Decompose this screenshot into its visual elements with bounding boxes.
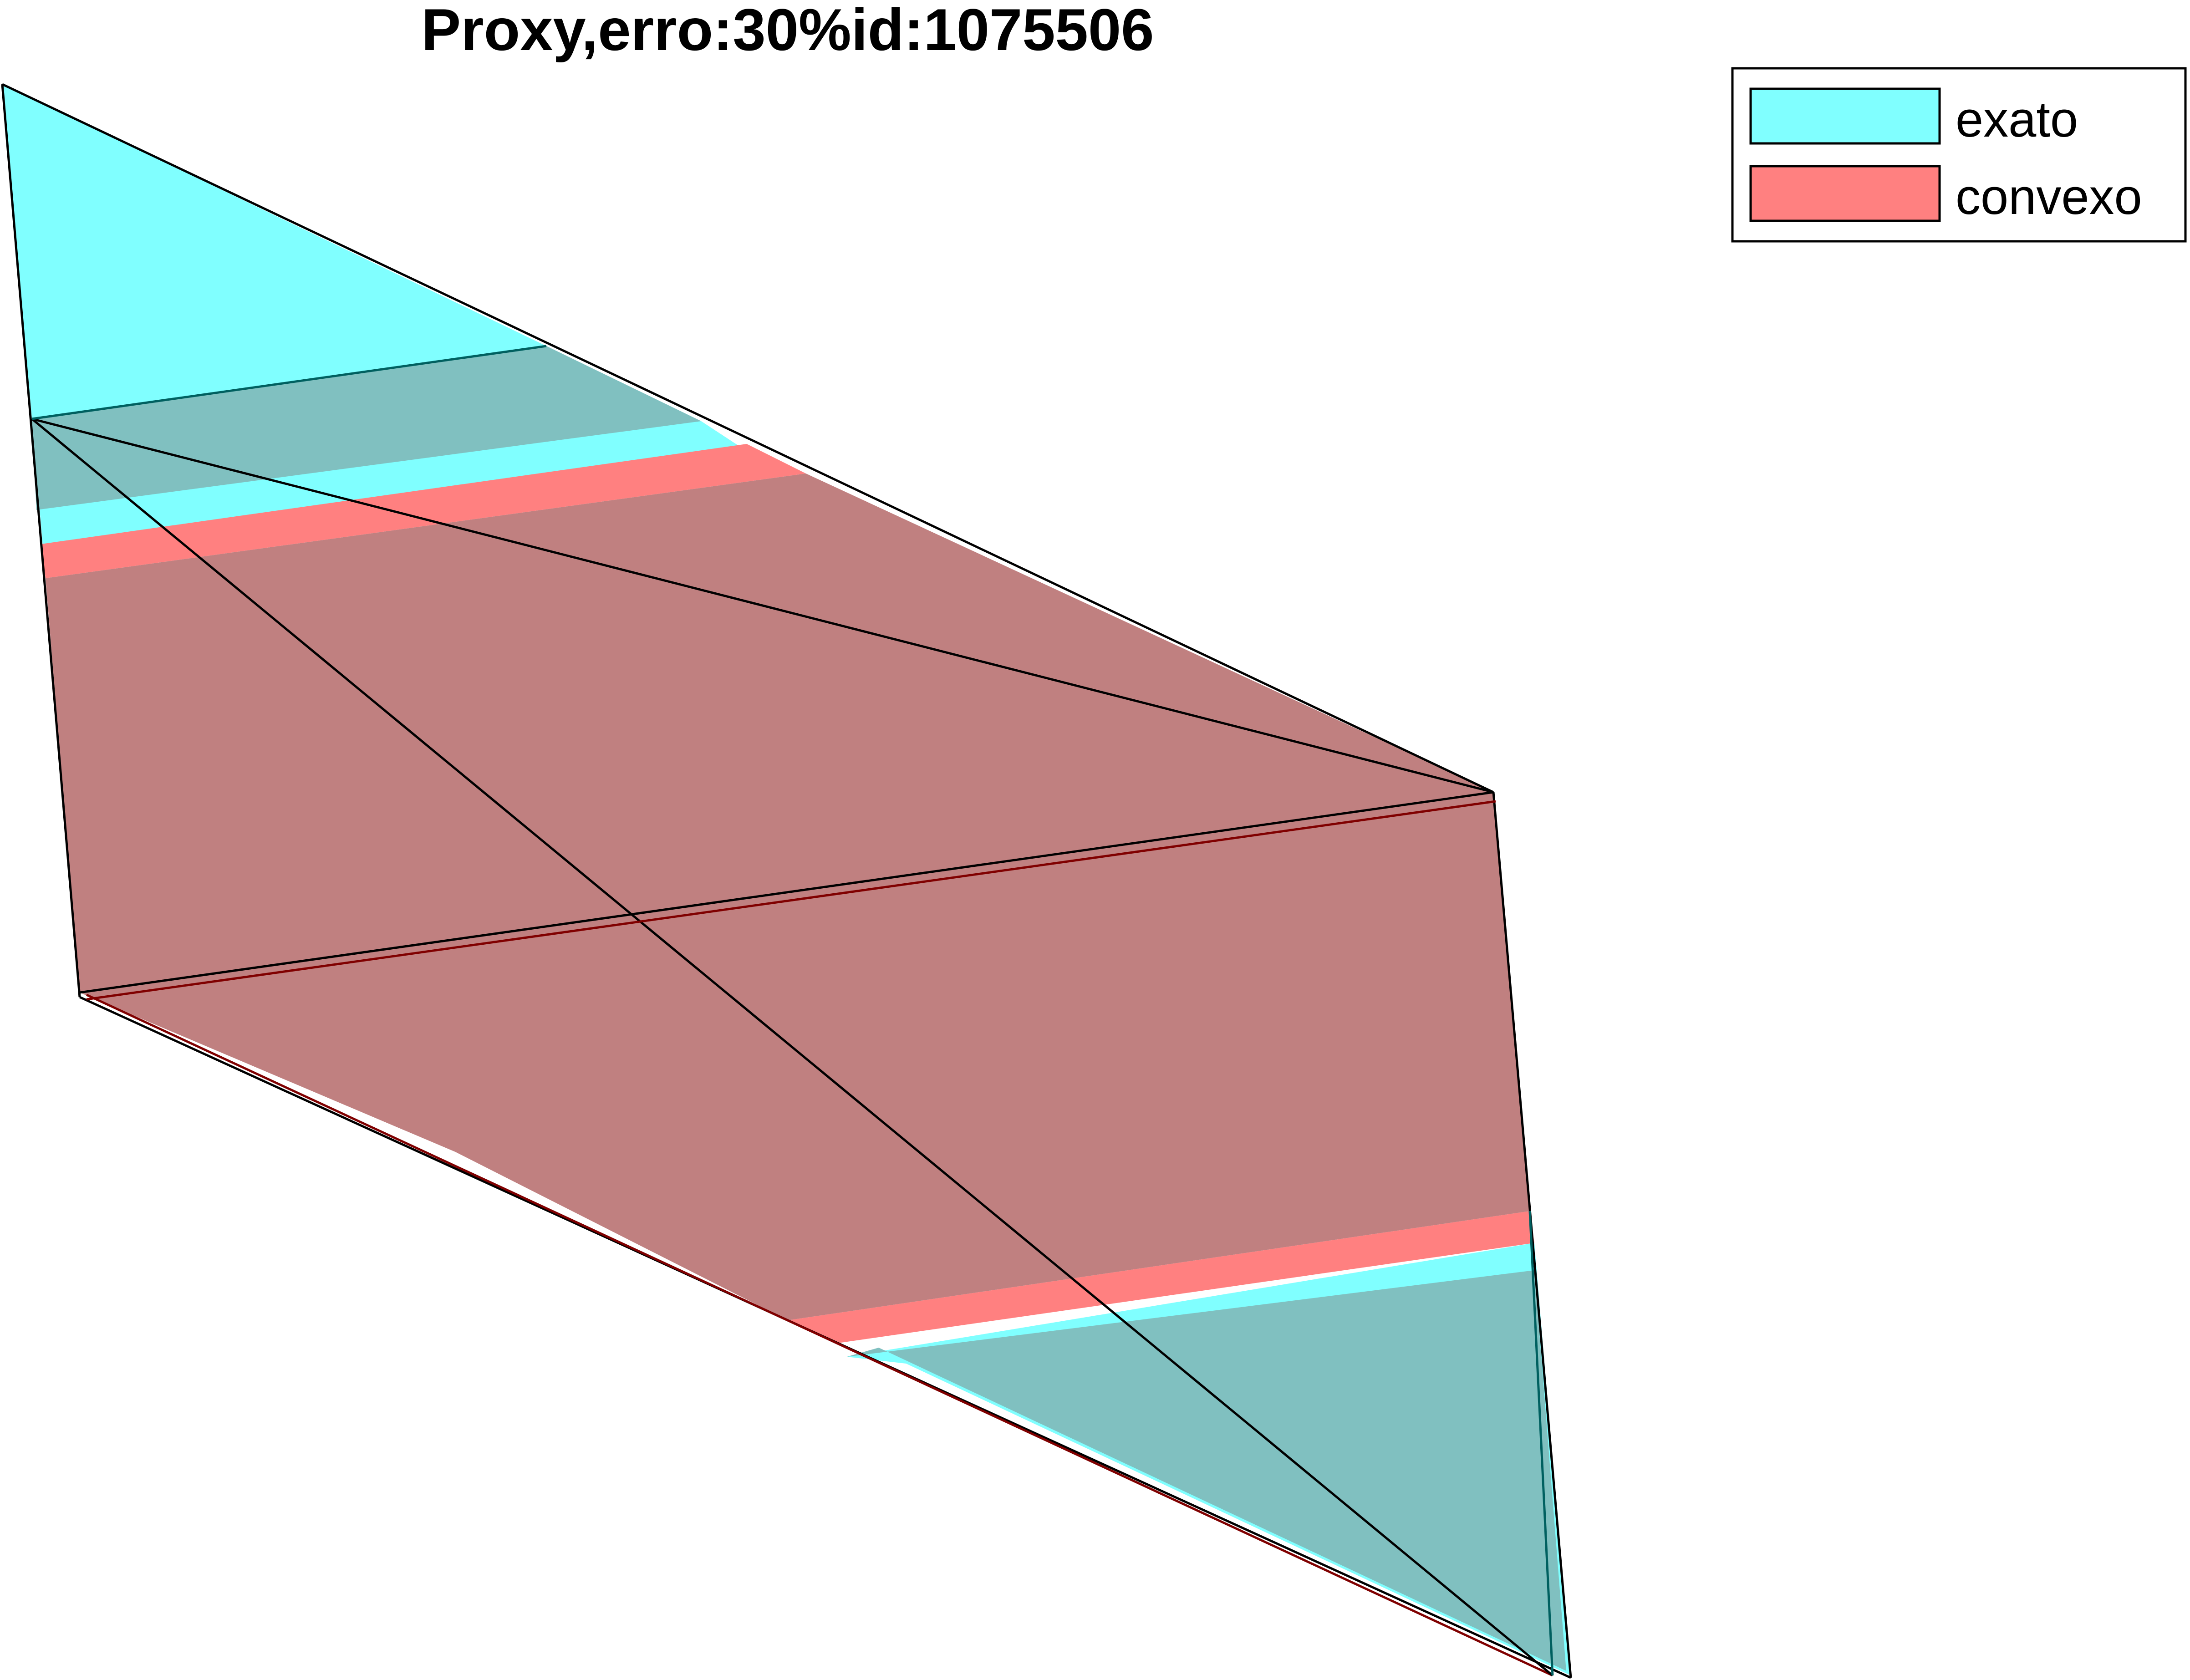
exato-bottom-cut-edge <box>1528 1211 1554 1676</box>
legend-swatch-exato <box>1749 87 1941 145</box>
overlap-regions <box>32 346 1566 1671</box>
exato-top-cut-edge <box>31 345 547 420</box>
overlap-bottom-region <box>847 1270 1566 1671</box>
convexo-cross-edge <box>86 800 1496 1001</box>
legend: exato convexo <box>1731 67 2187 243</box>
edges <box>1 83 1572 1679</box>
outer-left-edge <box>1 84 81 998</box>
convexo-bottom-edge <box>86 993 1553 1677</box>
legend-swatch-convexo <box>1749 165 1941 222</box>
convexo-stripe-bottom <box>788 1211 1534 1343</box>
overlap-main-region <box>46 473 1530 1320</box>
overlap-top-band <box>32 346 701 510</box>
convexo-stripe-top <box>41 444 806 578</box>
inner-diagonal-upper <box>31 417 1494 794</box>
legend-label-convexo: convexo <box>1956 169 2142 225</box>
inner-cross-edge <box>79 791 1494 994</box>
legend-label-exato: exato <box>1956 92 2078 148</box>
inner-diagonal-long <box>31 418 1553 1676</box>
convexo-solid <box>41 444 1534 1343</box>
outer-top-edge <box>1 83 1494 794</box>
figure-title: Proxy,erro:30%id:1075506 <box>421 0 1154 63</box>
